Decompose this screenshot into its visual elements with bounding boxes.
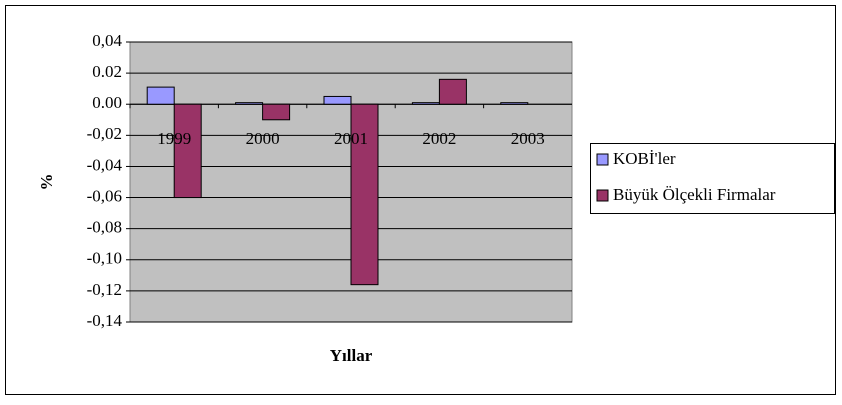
bar <box>262 103 291 121</box>
legend-swatch <box>596 189 609 202</box>
bar <box>438 78 467 105</box>
legend-swatch <box>596 153 609 166</box>
legend-label: Büyük Ölçekli Firmalar <box>613 185 776 204</box>
bar <box>235 102 264 105</box>
x-tick-label: 2001 <box>334 129 368 148</box>
x-tick-label: 2000 <box>246 129 280 148</box>
x-tick-label: 2002 <box>422 129 456 148</box>
legend <box>590 143 835 214</box>
bar <box>500 102 529 105</box>
y-axis-label: % <box>37 174 56 191</box>
y-tick-label: 0.00 <box>92 93 122 112</box>
legend-label: KOBİ'ler <box>613 149 676 168</box>
y-tick-label: 0,04 <box>92 31 122 50</box>
y-tick-label: -0,06 <box>87 186 122 205</box>
bar <box>146 86 175 105</box>
bar <box>350 103 379 286</box>
y-tick-label: -0,14 <box>87 311 123 330</box>
x-axis-label: Yıllar <box>330 346 373 365</box>
bar <box>411 102 440 105</box>
y-tick-label: -0,10 <box>87 249 122 268</box>
bar <box>323 95 352 105</box>
y-tick-label: -0,12 <box>87 280 122 299</box>
y-tick-label: -0,04 <box>87 155 123 174</box>
y-tick-label: -0,02 <box>87 124 122 143</box>
x-tick-label: 2003 <box>511 129 545 148</box>
y-tick-label: 0.02 <box>92 62 122 81</box>
y-tick-label: -0,08 <box>87 218 122 237</box>
bar <box>173 103 202 199</box>
x-tick-label: 1999 <box>157 129 191 148</box>
